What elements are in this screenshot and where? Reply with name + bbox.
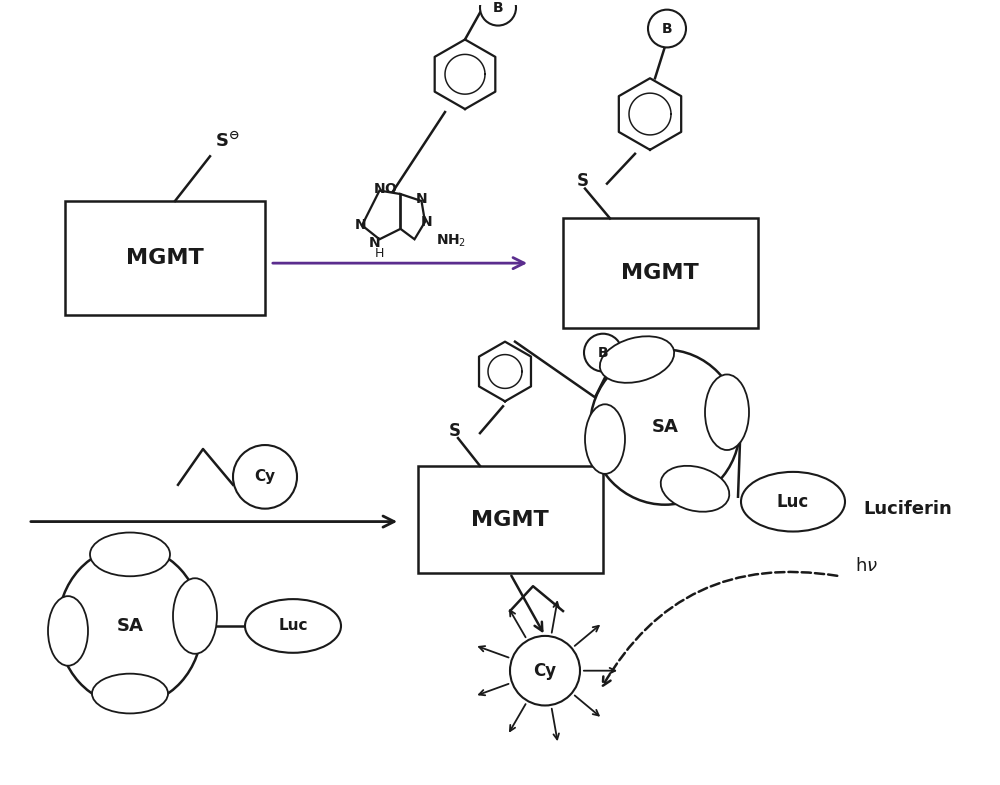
Ellipse shape xyxy=(585,404,625,474)
Text: Cy: Cy xyxy=(533,662,557,680)
Text: N: N xyxy=(421,215,433,229)
Text: MGMT: MGMT xyxy=(126,248,204,268)
Text: Cy: Cy xyxy=(254,469,276,484)
Ellipse shape xyxy=(741,472,845,531)
Ellipse shape xyxy=(600,336,674,383)
Circle shape xyxy=(233,445,297,509)
Text: S: S xyxy=(577,172,589,190)
Text: B: B xyxy=(598,345,608,360)
Text: SA: SA xyxy=(652,418,678,436)
Ellipse shape xyxy=(705,374,749,450)
Text: Luc: Luc xyxy=(278,619,308,633)
Text: N: N xyxy=(416,192,427,206)
Text: B: B xyxy=(662,21,672,35)
Text: N: N xyxy=(354,218,366,232)
Ellipse shape xyxy=(661,466,729,512)
Text: MGMT: MGMT xyxy=(621,263,699,283)
Circle shape xyxy=(648,9,686,47)
Ellipse shape xyxy=(58,546,202,706)
Text: N: N xyxy=(368,236,380,250)
Ellipse shape xyxy=(590,349,740,505)
Ellipse shape xyxy=(92,674,168,714)
Circle shape xyxy=(584,334,622,371)
Text: O: O xyxy=(384,182,396,195)
Text: Luc: Luc xyxy=(777,493,809,511)
Text: S: S xyxy=(449,422,461,440)
Text: h$\nu$: h$\nu$ xyxy=(855,557,878,575)
Text: MGMT: MGMT xyxy=(471,509,549,530)
Text: Luciferin: Luciferin xyxy=(863,500,952,517)
Ellipse shape xyxy=(245,599,341,653)
Bar xyxy=(65,201,265,316)
Text: B: B xyxy=(493,1,503,15)
Ellipse shape xyxy=(173,579,217,654)
Text: N: N xyxy=(374,182,385,195)
Text: $\mathbf{S^{\ominus}}$: $\mathbf{S^{\ominus}}$ xyxy=(215,132,240,152)
Ellipse shape xyxy=(48,596,88,666)
Bar xyxy=(418,466,602,573)
Ellipse shape xyxy=(90,532,170,576)
Text: NH$_2$: NH$_2$ xyxy=(436,233,466,249)
Circle shape xyxy=(510,636,580,706)
Text: SA: SA xyxy=(117,617,143,635)
Text: H: H xyxy=(375,246,384,260)
Circle shape xyxy=(480,0,516,26)
Bar xyxy=(562,218,758,328)
